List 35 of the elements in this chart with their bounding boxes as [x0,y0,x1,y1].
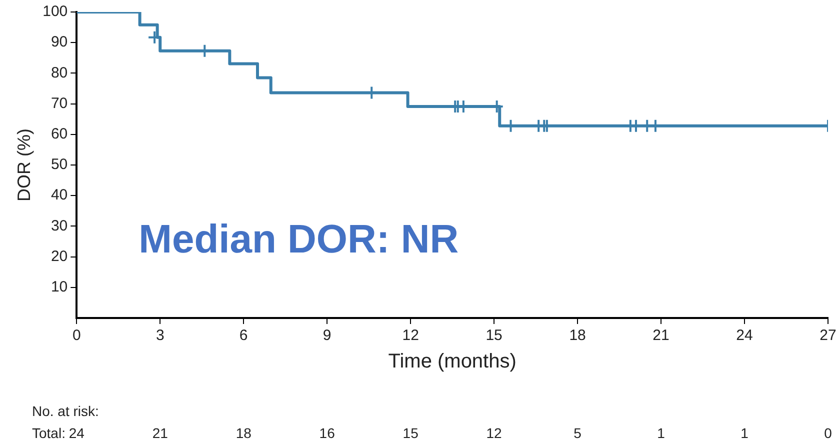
text: 12 [486,424,502,441]
x-tick-label: 27 [820,327,836,344]
text: No. at risk: [32,402,99,419]
x-tick-label: 15 [486,327,502,344]
x-tick-label: 18 [569,327,586,344]
text: 5 [574,424,582,441]
y-tick-label: 90 [50,34,68,51]
text: 0 [824,424,832,441]
text: Total: [32,424,66,441]
text: 24 [68,424,85,441]
y-tick-label: 60 [50,126,68,143]
y-tick-label: 70 [50,94,68,112]
y-tick-label: 40 [50,186,68,204]
y-tick-label: 80 [50,64,68,82]
y-tick-label: 100 [42,3,68,20]
x-tick-label: 21 [652,327,670,344]
y-tick-label: 50 [50,156,68,174]
text: 15 [402,424,419,441]
y-axis-title: DOR (%) [14,128,34,202]
x-tick-label: 0 [72,327,81,344]
x-tick-label: 9 [322,327,332,344]
y-tick-label: 10 [50,278,68,296]
y-tick-label: 20 [50,248,68,265]
text: 1 [657,424,666,441]
y-tick-label: 30 [50,217,68,234]
text: 18 [236,424,252,441]
annotation: Median DOR: NR [138,218,459,262]
x-tick-label: 3 [156,327,164,344]
x-tick-label: 12 [402,327,419,344]
x-tick-label: 24 [736,327,753,344]
x-tick-label: 6 [239,327,248,344]
x-axis-title: Time (months) [388,350,516,373]
text: 1 [740,424,749,441]
text: 16 [319,424,336,441]
text: 21 [152,424,168,441]
